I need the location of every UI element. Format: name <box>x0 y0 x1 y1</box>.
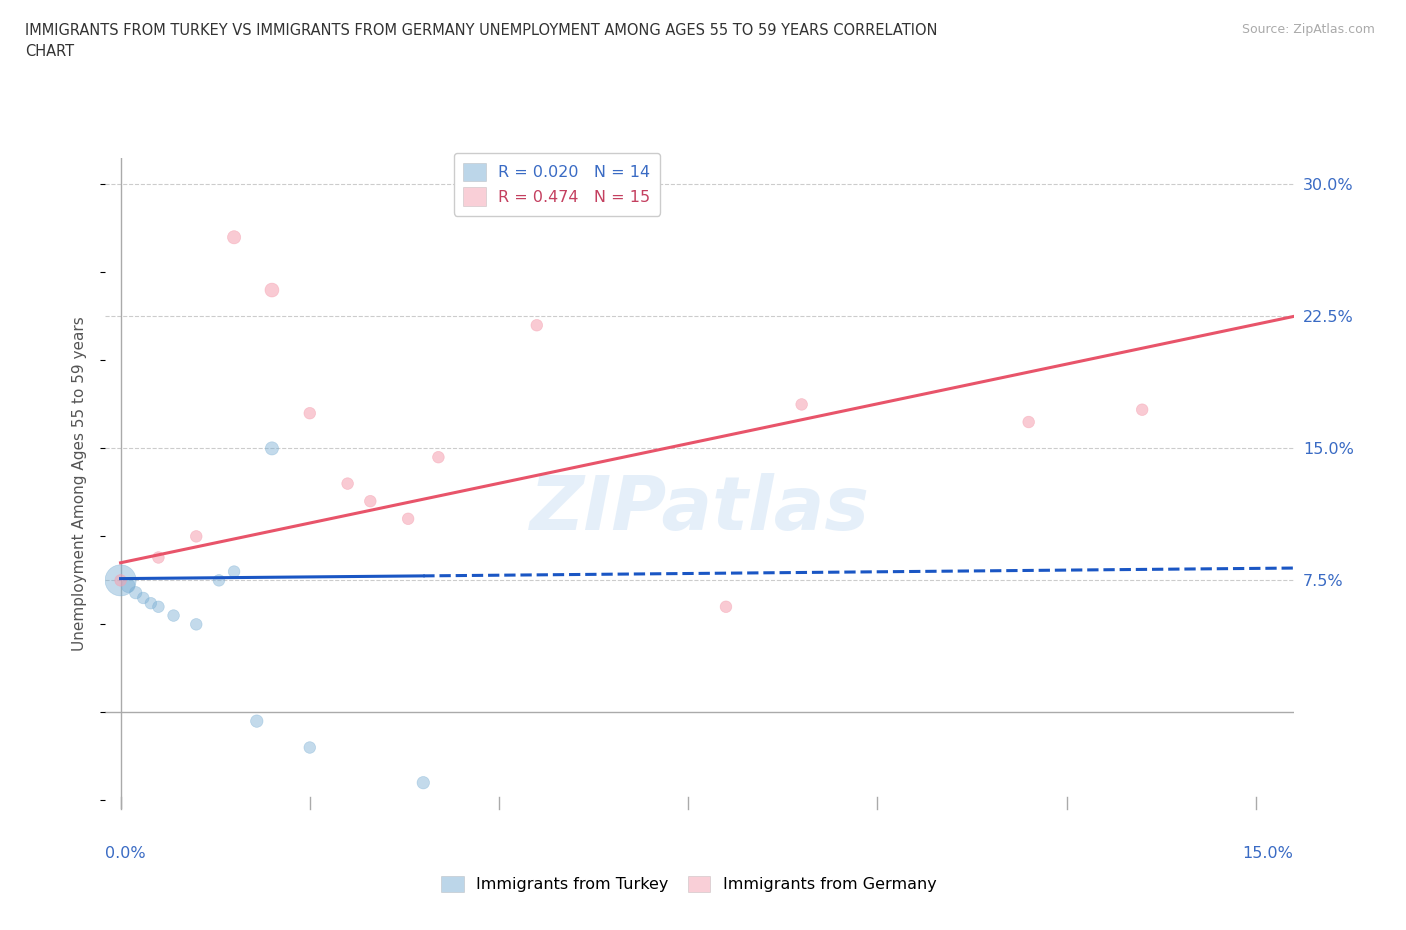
Point <box>117 578 139 593</box>
Text: 0.0%: 0.0% <box>105 846 146 861</box>
Point <box>222 565 245 579</box>
Point <box>148 599 170 614</box>
Y-axis label: Unemployment Among Ages 55 to 59 years: Unemployment Among Ages 55 to 59 years <box>72 316 87 651</box>
Point <box>186 617 208 631</box>
Point <box>1130 403 1153 418</box>
Point <box>526 318 548 333</box>
Point <box>125 585 148 600</box>
Legend: R = 0.020   N = 14, R = 0.474   N = 15: R = 0.020 N = 14, R = 0.474 N = 15 <box>454 153 661 216</box>
Point <box>208 573 231 588</box>
Point <box>148 550 170 565</box>
Point <box>412 776 434 790</box>
Point <box>139 596 162 611</box>
Point <box>298 405 321 420</box>
Point <box>186 529 208 544</box>
Point <box>359 494 381 509</box>
Point <box>714 599 737 614</box>
Point <box>132 591 155 605</box>
Text: IMMIGRANTS FROM TURKEY VS IMMIGRANTS FROM GERMANY UNEMPLOYMENT AMONG AGES 55 TO : IMMIGRANTS FROM TURKEY VS IMMIGRANTS FRO… <box>25 23 938 38</box>
Text: CHART: CHART <box>25 44 75 59</box>
Point <box>110 573 132 588</box>
Point <box>396 512 419 526</box>
Point <box>110 573 132 588</box>
Point <box>222 230 245 245</box>
Text: Source: ZipAtlas.com: Source: ZipAtlas.com <box>1241 23 1375 36</box>
Point <box>260 441 283 456</box>
Text: 15.0%: 15.0% <box>1243 846 1294 861</box>
Point <box>246 713 269 728</box>
Point <box>790 397 813 412</box>
Point <box>260 283 283 298</box>
Legend: Immigrants from Turkey, Immigrants from Germany: Immigrants from Turkey, Immigrants from … <box>434 870 943 898</box>
Point <box>336 476 359 491</box>
Point <box>162 608 184 623</box>
Text: ZIPatlas: ZIPatlas <box>530 473 869 546</box>
Point <box>1018 415 1040 430</box>
Point <box>427 450 450 465</box>
Point <box>298 740 321 755</box>
